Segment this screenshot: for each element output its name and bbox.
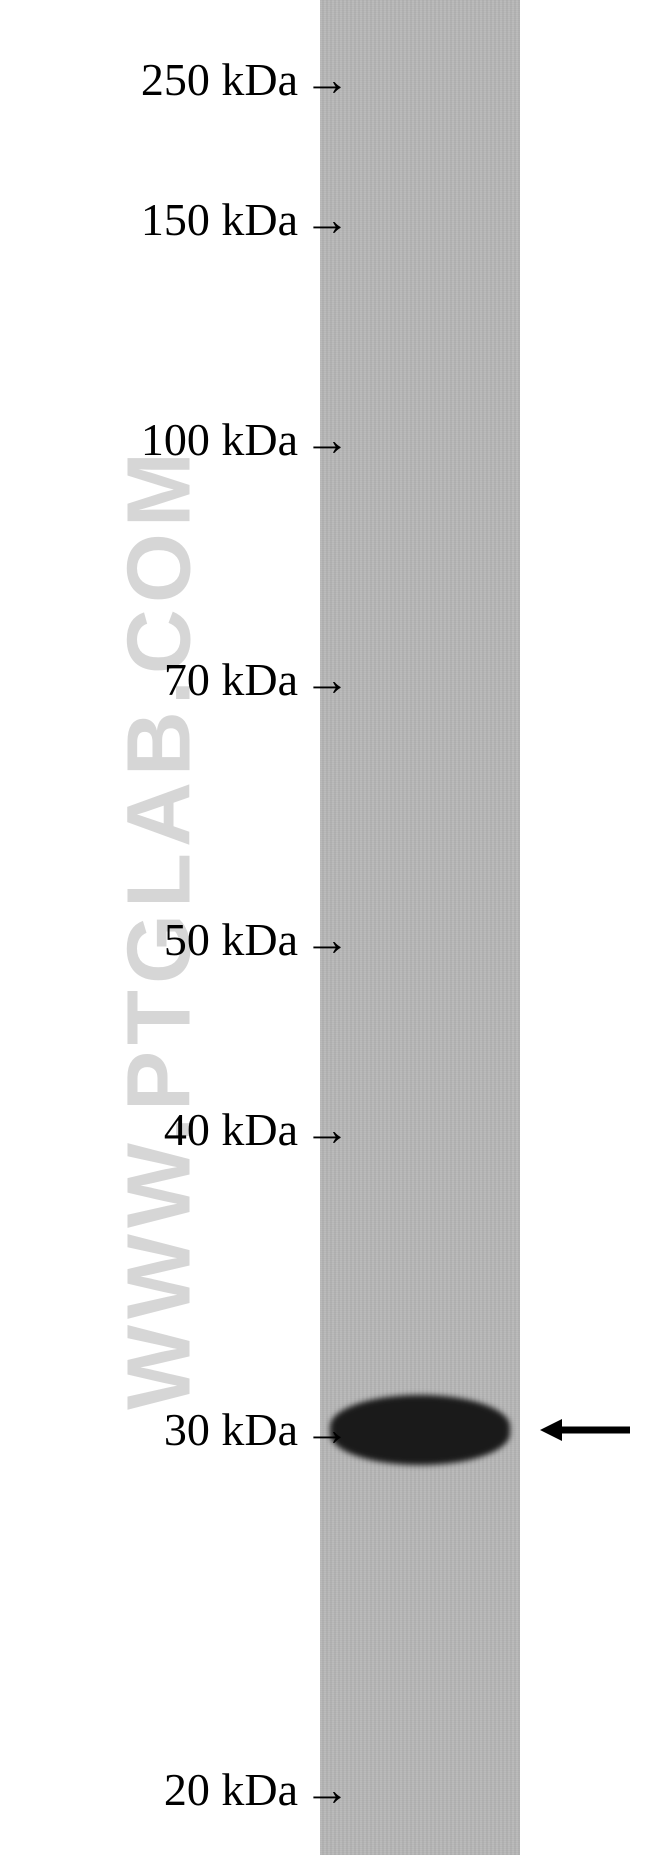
arrow-right-icon: → [304, 417, 350, 463]
mw-marker-label: 150 kDa→ [141, 197, 350, 243]
mw-marker-label: 250 kDa→ [141, 57, 350, 103]
arrow-left-icon [540, 1416, 630, 1445]
mw-marker-label: 20 kDa→ [164, 1767, 350, 1813]
mw-marker-label: 30 kDa→ [164, 1407, 350, 1453]
blot-figure: WWW.PTGLAB.COM 250 kDa→150 kDa→100 kDa→7… [0, 0, 650, 1855]
mw-marker-text: 70 kDa [164, 657, 298, 703]
arrow-right-icon: → [304, 917, 350, 963]
mw-marker-text: 20 kDa [164, 1767, 298, 1813]
mw-marker-text: 100 kDa [141, 417, 298, 463]
mw-marker-label: 50 kDa→ [164, 917, 350, 963]
protein-band [330, 1395, 510, 1465]
mw-marker-text: 30 kDa [164, 1407, 298, 1453]
mw-marker-text: 150 kDa [141, 197, 298, 243]
blot-lane [320, 0, 520, 1855]
mw-marker-text: 40 kDa [164, 1107, 298, 1153]
mw-marker-label: 100 kDa→ [141, 417, 350, 463]
arrow-right-icon: → [304, 657, 350, 703]
mw-marker-text: 250 kDa [141, 57, 298, 103]
mw-marker-text: 50 kDa [164, 917, 298, 963]
arrow-right-icon: → [304, 57, 350, 103]
arrow-right-icon: → [304, 1107, 350, 1153]
arrow-right-icon: → [304, 1407, 350, 1453]
mw-marker-label: 40 kDa→ [164, 1107, 350, 1153]
mw-marker-label: 70 kDa→ [164, 657, 350, 703]
target-band-arrow [540, 1416, 630, 1445]
arrow-right-icon: → [304, 197, 350, 243]
arrow-right-icon: → [304, 1767, 350, 1813]
